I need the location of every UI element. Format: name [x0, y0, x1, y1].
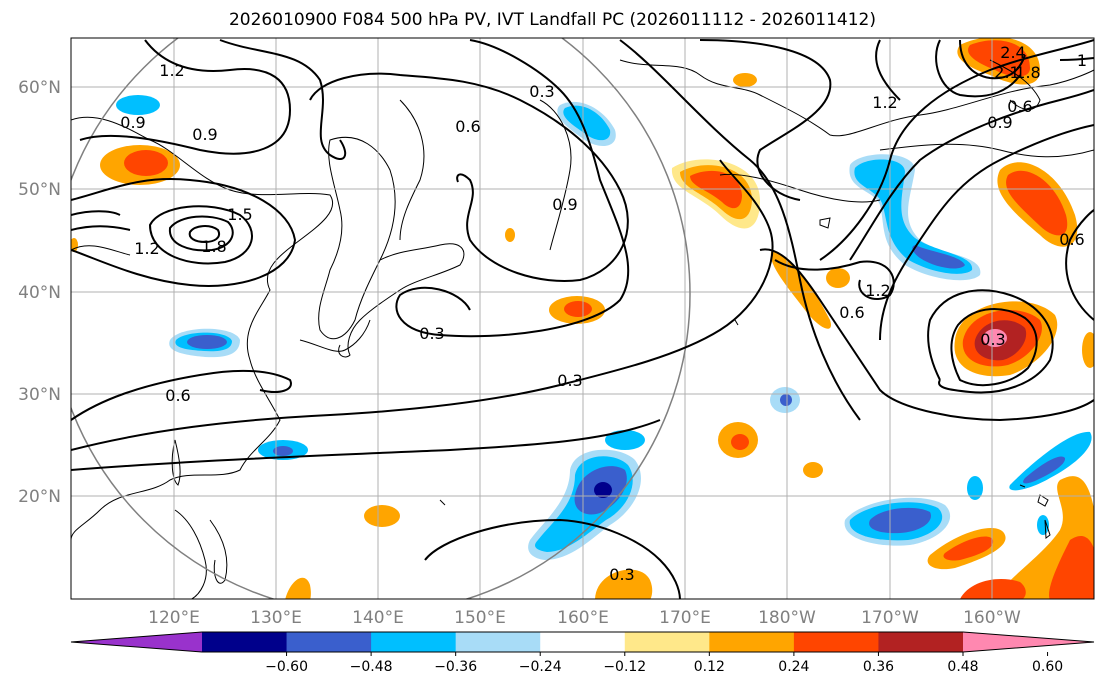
colorbar-tick-label: −0.60 [265, 659, 308, 675]
positive-anomaly-blob [927, 527, 1006, 570]
contour-labels: 1.2 0.9 0.9 1.5 1.8 1.2 0.6 0.3 0.6 0.9 … [120, 43, 1087, 584]
colorbar-segment [709, 632, 795, 652]
lon-label: 170°E [659, 608, 711, 628]
lat-label: 40°N [18, 283, 61, 303]
contour-label: 1.2 [159, 61, 184, 80]
contour-label: 0.6 [1059, 230, 1084, 249]
positive-anomaly-blob [954, 301, 1058, 377]
contour-label: 0.3 [557, 371, 582, 390]
contour-label: 0.9 [120, 113, 145, 132]
contour-label: 0.3 [980, 330, 1005, 349]
positive-anomaly-blob [960, 476, 1094, 599]
lon-label: 140°E [352, 608, 404, 628]
colorbar-segment [624, 632, 710, 652]
colorbar-segment [286, 632, 372, 652]
negative-anomaly-blob [844, 497, 951, 546]
colorbar-segment [371, 632, 457, 652]
colorbar-min-extension [71, 632, 202, 652]
contour-label: 0.9 [552, 195, 577, 214]
negative-anomaly-blob [116, 95, 1049, 535]
contour-label: 0.3 [609, 565, 634, 584]
colorbar-tick-label: 0.24 [778, 659, 809, 675]
positive-anomaly-blob [997, 162, 1078, 247]
longitude-labels: 120°E 130°E 140°E 150°E 160°E 170°E 180°… [148, 608, 1021, 628]
positive-anomaly-blob [718, 422, 758, 458]
colorbar-tick-label: −0.12 [603, 659, 646, 675]
colorbar-segment [793, 632, 879, 652]
lon-label: 130°E [250, 608, 302, 628]
negative-anomaly-blob [770, 387, 800, 413]
pc-shading [71, 38, 1094, 599]
negative-anomaly-blob [258, 440, 308, 460]
lon-label: 160°E [557, 608, 609, 628]
contour-label: 2.1 [994, 63, 1019, 82]
contour-label: 2.4 [1000, 43, 1025, 62]
positive-anomaly-blob [549, 296, 605, 324]
latitude-labels: 60°N 50°N 40°N 30°N 20°N [18, 78, 61, 507]
colorbar-tick-label: 0.48 [947, 659, 978, 675]
contour-label: 1.2 [865, 281, 890, 300]
contour-label: 0.3 [529, 82, 554, 101]
negative-anomaly-blob [849, 154, 981, 281]
lon-label: 180°W [758, 608, 816, 628]
lat-label: 30°N [18, 385, 61, 405]
colorbar-segment [540, 632, 626, 652]
contour-label: 0.6 [165, 386, 190, 405]
contour-label: 1.5 [227, 205, 252, 224]
positive-anomaly-blob [71, 73, 1094, 368]
lon-label: 160°W [963, 608, 1021, 628]
contour-label: 0.6 [455, 117, 480, 136]
lat-label: 50°N [18, 180, 61, 200]
colorbar-segment [878, 632, 964, 652]
contour-label: 0.6 [1007, 97, 1032, 116]
lon-label: 150°E [454, 608, 506, 628]
positive-anomaly-blob [364, 505, 400, 527]
landfall-region-circle [71, 38, 691, 599]
map-panel: 1.2 0.9 0.9 1.5 1.8 1.2 0.6 0.3 0.6 0.9 … [71, 38, 1094, 599]
negative-anomaly-blob [1009, 431, 1092, 491]
colorbar-tick-label: 0.36 [863, 659, 894, 675]
lon-label: 170°W [861, 608, 919, 628]
positive-anomaly-blob [100, 145, 180, 185]
colorbar-segment [455, 632, 541, 652]
colorbar-tick-label: 0.12 [694, 659, 725, 675]
positive-anomaly-blob [770, 250, 831, 329]
contour-label: 0.9 [987, 113, 1012, 132]
positive-anomaly-blob [595, 569, 653, 599]
map-frame [70, 37, 1095, 600]
colorbar-tick-label: −0.48 [350, 659, 393, 675]
contour-label: 0.3 [419, 324, 444, 343]
pv-contours [71, 39, 1094, 599]
contour-label: 0.6 [839, 303, 864, 322]
graticule [71, 38, 1094, 599]
lon-label: 120°E [148, 608, 200, 628]
map-title: 2026010900 F084 500 hPa PV, IVT Landfall… [228, 10, 876, 30]
positive-anomaly-blob [671, 159, 760, 229]
negative-anomaly-blob [557, 101, 616, 146]
positive-anomaly-blob [803, 462, 823, 478]
colorbar: −0.60 −0.48 −0.36 −0.24 −0.12 0.12 0.24 0.36 0.4… [70, 631, 1095, 675]
contour-label: 1 [1077, 51, 1087, 70]
colorbar-outline [70, 631, 1095, 653]
contour-label: 0.9 [192, 125, 217, 144]
lat-label: 60°N [18, 78, 61, 98]
colorbar-max-extension [963, 632, 1094, 652]
contour-label: 1.8 [1015, 63, 1040, 82]
lat-label: 20°N [18, 487, 61, 507]
contour-label: 1.2 [134, 239, 159, 258]
positive-anomaly-blob [826, 268, 850, 288]
colorbar-tick-label: 0.60 [1032, 659, 1063, 675]
negative-anomaly-blob [169, 328, 240, 358]
colorbar-tick-label: −0.24 [519, 659, 562, 675]
colorbar-segment [202, 632, 288, 652]
contour-label: 1.2 [872, 93, 897, 112]
colorbar-tick-label: −0.36 [434, 659, 477, 675]
coastlines [71, 59, 1094, 599]
positive-anomaly-blob [957, 38, 1040, 85]
positive-anomaly-blob [285, 577, 311, 599]
contour-label: 1.8 [201, 237, 226, 256]
